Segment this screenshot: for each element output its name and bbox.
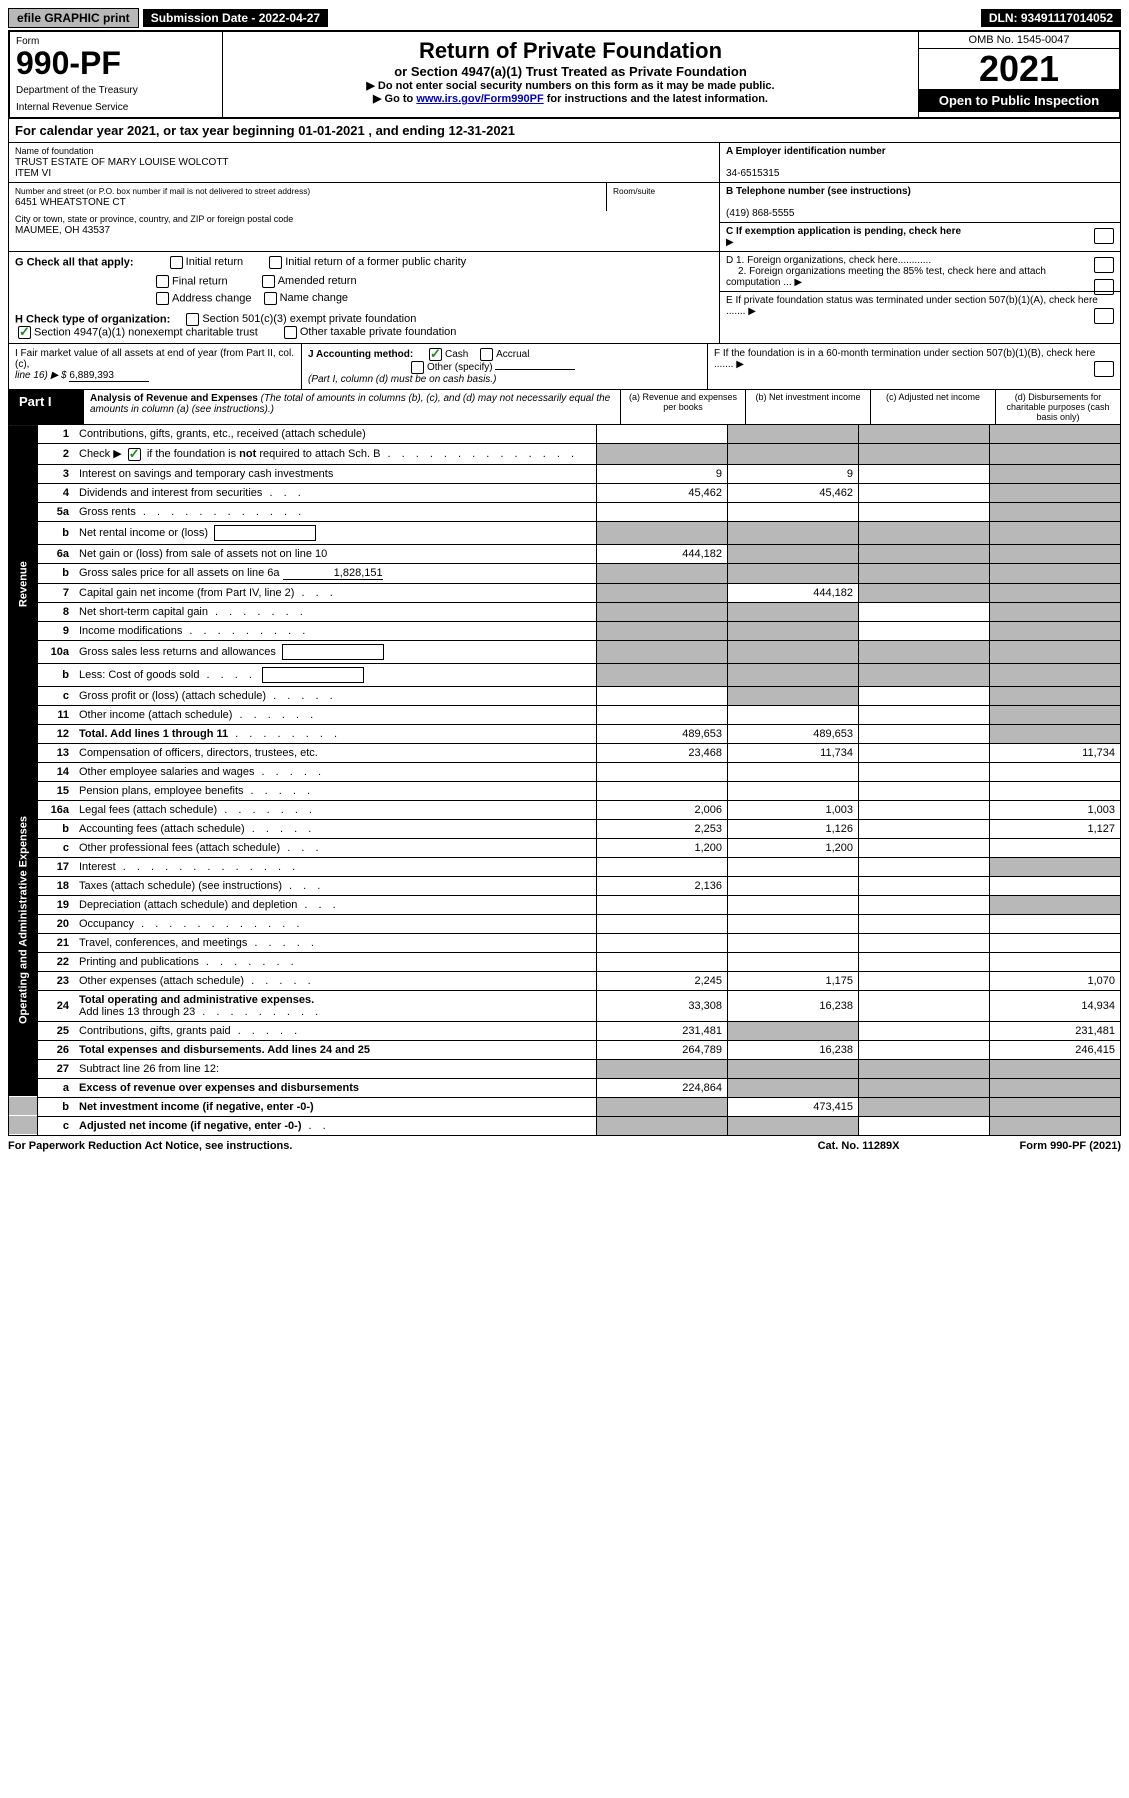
- section-e: E If private foundation status was termi…: [726, 295, 1098, 317]
- d2-checkbox[interactable]: [1094, 279, 1114, 295]
- ein-label: A Employer identification number: [726, 146, 886, 157]
- instruction-2: ▶ Go to www.irs.gov/Form990PF for instru…: [229, 92, 912, 105]
- part1-label: Part I: [9, 390, 84, 424]
- section-c-checkbox[interactable]: [1094, 228, 1114, 244]
- open-inspection: Open to Public Inspection: [919, 89, 1119, 112]
- section-j-note: (Part I, column (d) must be on cash basi…: [308, 374, 496, 385]
- irs-label: Internal Revenue Service: [16, 102, 216, 113]
- cash-checkbox[interactable]: [429, 348, 442, 361]
- revenue-tab: Revenue: [9, 425, 38, 743]
- submission-date: Submission Date - 2022-04-27: [143, 9, 328, 27]
- dln-label: DLN: 93491117014052: [981, 9, 1121, 27]
- footer-right: Form 990-PF (2021): [1020, 1140, 1121, 1152]
- address-value: 6451 WHEATSTONE CT: [15, 197, 126, 208]
- name-label: Name of foundation: [15, 146, 94, 156]
- final-return-checkbox[interactable]: [156, 275, 169, 288]
- part1-header: Part I Analysis of Revenue and Expenses …: [8, 390, 1121, 425]
- department-label: Department of the Treasury: [16, 85, 216, 96]
- col-d-header: (d) Disbursements for charitable purpose…: [995, 390, 1120, 424]
- schb-checkbox[interactable]: [128, 448, 141, 461]
- initial-former-checkbox[interactable]: [269, 256, 282, 269]
- efile-button[interactable]: efile GRAPHIC print: [8, 8, 139, 28]
- form-link[interactable]: www.irs.gov/Form990PF: [416, 93, 543, 105]
- section-g-label: G Check all that apply:: [15, 256, 134, 268]
- ijf-row: I Fair market value of all assets at end…: [8, 344, 1121, 390]
- phone-value: (419) 868-5555: [726, 208, 794, 219]
- col-a-header: (a) Revenue and expenses per books: [620, 390, 745, 424]
- name-change-checkbox[interactable]: [264, 292, 277, 305]
- ein-value: 34-6515315: [726, 168, 779, 179]
- city-value: MAUMEE, OH 43537: [15, 225, 110, 236]
- city-label: City or town, state or province, country…: [15, 214, 293, 224]
- check-section: G Check all that apply: Initial return I…: [8, 252, 1121, 344]
- phone-label: B Telephone number (see instructions): [726, 186, 911, 197]
- tax-year: 2021: [919, 49, 1119, 89]
- foundation-name: TRUST ESTATE OF MARY LOUISE WOLCOTT: [15, 157, 229, 168]
- section-h-label: H Check type of organization:: [15, 313, 170, 325]
- form-title: Return of Private Foundation: [229, 38, 912, 64]
- section-i-label: I Fair market value of all assets at end…: [15, 348, 294, 370]
- top-bar: efile GRAPHIC print Submission Date - 20…: [8, 8, 1121, 28]
- section-d2: 2. Foreign organizations meeting the 85%…: [726, 266, 1046, 288]
- initial-return-checkbox[interactable]: [170, 256, 183, 269]
- section-j-label: J Accounting method:: [308, 349, 413, 360]
- 501c3-checkbox[interactable]: [186, 313, 199, 326]
- foundation-name-2: ITEM VI: [15, 168, 51, 179]
- col-c-header: (c) Adjusted net income: [870, 390, 995, 424]
- part1-table: Revenue 1Contributions, gifts, grants, e…: [8, 425, 1121, 1136]
- page-footer: For Paperwork Reduction Act Notice, see …: [8, 1136, 1121, 1156]
- footer-left: For Paperwork Reduction Act Notice, see …: [8, 1140, 292, 1152]
- other-method-checkbox[interactable]: [411, 361, 424, 374]
- address-label: Number and street (or P.O. box number if…: [15, 186, 310, 196]
- other-taxable-checkbox[interactable]: [284, 326, 297, 339]
- room-label: Room/suite: [613, 186, 655, 196]
- form-subtitle: or Section 4947(a)(1) Trust Treated as P…: [229, 64, 912, 79]
- address-change-checkbox[interactable]: [156, 292, 169, 305]
- fmv-value: 6,889,393: [69, 370, 149, 382]
- part1-title: Analysis of Revenue and Expenses: [90, 393, 258, 404]
- amended-checkbox[interactable]: [262, 275, 275, 288]
- 4947-checkbox[interactable]: [18, 326, 31, 339]
- opex-tab: Operating and Administrative Expenses: [9, 743, 38, 1097]
- d1-checkbox[interactable]: [1094, 257, 1114, 273]
- footer-center: Cat. No. 11289X: [818, 1140, 900, 1152]
- section-f: F If the foundation is in a 60-month ter…: [714, 348, 1095, 370]
- accrual-checkbox[interactable]: [480, 348, 493, 361]
- omb-number: OMB No. 1545-0047: [919, 32, 1119, 49]
- f-checkbox[interactable]: [1094, 361, 1114, 377]
- instruction-1: ▶ Do not enter social security numbers o…: [229, 79, 912, 92]
- col-b-header: (b) Net investment income: [745, 390, 870, 424]
- section-d1: D 1. Foreign organizations, check here..…: [726, 255, 931, 266]
- identity-block: Name of foundation TRUST ESTATE OF MARY …: [8, 143, 1121, 252]
- section-c-label: C If exemption application is pending, c…: [726, 226, 961, 237]
- form-number: 990-PF: [16, 47, 216, 79]
- calendar-year-row: For calendar year 2021, or tax year begi…: [8, 119, 1121, 143]
- e-checkbox[interactable]: [1094, 308, 1114, 324]
- form-header: Form 990-PF Department of the Treasury I…: [8, 30, 1121, 119]
